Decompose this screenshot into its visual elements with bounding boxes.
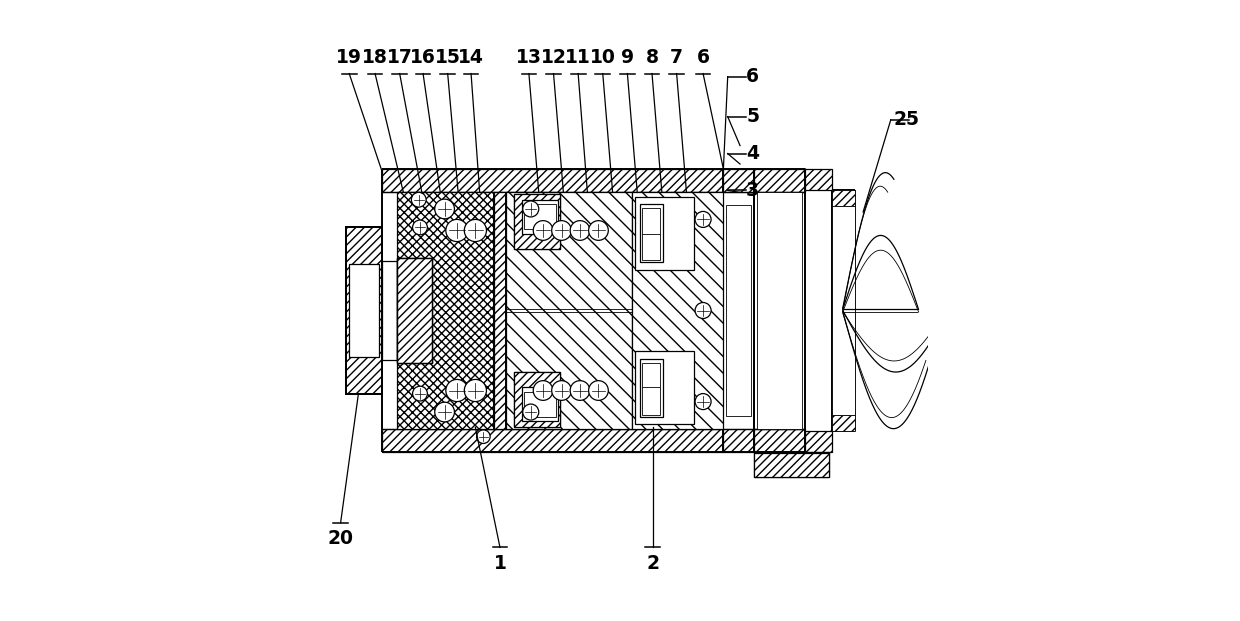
Bar xyxy=(515,372,560,427)
Bar xyxy=(346,227,382,394)
Circle shape xyxy=(523,404,538,420)
Circle shape xyxy=(570,220,590,240)
Circle shape xyxy=(464,379,486,402)
Text: 12: 12 xyxy=(541,48,567,68)
Bar xyxy=(641,363,660,415)
Circle shape xyxy=(552,381,572,401)
Bar xyxy=(515,194,560,249)
Bar xyxy=(758,193,801,428)
Circle shape xyxy=(696,394,711,410)
Text: 3: 3 xyxy=(746,181,759,200)
Circle shape xyxy=(464,219,486,242)
Bar xyxy=(754,453,830,477)
Circle shape xyxy=(446,219,467,242)
Text: 7: 7 xyxy=(670,48,683,68)
Bar xyxy=(832,415,856,430)
Bar xyxy=(641,207,660,260)
Circle shape xyxy=(413,386,428,401)
Bar xyxy=(635,350,694,424)
Circle shape xyxy=(533,220,553,240)
Bar xyxy=(346,227,382,394)
Bar xyxy=(723,169,754,193)
Bar xyxy=(525,392,556,417)
Bar xyxy=(515,194,560,249)
Text: 17: 17 xyxy=(387,48,413,68)
Circle shape xyxy=(589,381,609,401)
Bar xyxy=(832,206,856,415)
Circle shape xyxy=(446,379,467,402)
Bar xyxy=(382,169,723,193)
Bar xyxy=(805,169,832,191)
Bar xyxy=(640,204,663,263)
Text: 8: 8 xyxy=(646,48,658,68)
Text: 2: 2 xyxy=(646,553,660,573)
Bar xyxy=(635,197,694,271)
Circle shape xyxy=(435,199,454,219)
Text: 15: 15 xyxy=(435,48,460,68)
Text: 11: 11 xyxy=(565,48,591,68)
Bar xyxy=(754,169,805,193)
Text: 14: 14 xyxy=(458,48,484,68)
Circle shape xyxy=(696,211,711,227)
Bar xyxy=(515,372,560,427)
Bar xyxy=(632,193,723,428)
Circle shape xyxy=(570,381,590,401)
Bar xyxy=(397,258,433,363)
Circle shape xyxy=(413,220,428,235)
Bar xyxy=(832,191,856,206)
Circle shape xyxy=(696,302,711,319)
Bar xyxy=(522,388,558,421)
Text: 19: 19 xyxy=(336,48,362,68)
Circle shape xyxy=(435,402,454,422)
Bar xyxy=(350,265,378,356)
Bar xyxy=(727,205,751,416)
Text: 13: 13 xyxy=(516,48,542,68)
Circle shape xyxy=(533,381,553,401)
Text: 16: 16 xyxy=(410,48,436,68)
Bar xyxy=(805,430,832,452)
Circle shape xyxy=(523,201,538,217)
Text: 18: 18 xyxy=(362,48,388,68)
Text: 4: 4 xyxy=(746,144,759,163)
Text: 9: 9 xyxy=(621,48,634,68)
Text: 10: 10 xyxy=(590,48,616,68)
Circle shape xyxy=(412,193,427,207)
Text: 1: 1 xyxy=(494,553,506,573)
Text: 6: 6 xyxy=(697,48,709,68)
Bar xyxy=(754,428,805,452)
Bar xyxy=(397,258,433,363)
Text: 25: 25 xyxy=(893,110,919,129)
Text: 20: 20 xyxy=(327,529,353,548)
Circle shape xyxy=(476,430,490,443)
Bar xyxy=(640,358,663,417)
Bar xyxy=(525,204,556,229)
Bar xyxy=(382,261,397,360)
Bar xyxy=(382,428,723,452)
Bar xyxy=(723,428,754,452)
Bar xyxy=(754,452,830,477)
Bar xyxy=(515,194,560,249)
Bar xyxy=(397,258,433,363)
Bar xyxy=(515,372,560,427)
Bar xyxy=(494,193,506,428)
Bar xyxy=(506,193,632,428)
Text: 5: 5 xyxy=(746,107,759,126)
Bar xyxy=(522,200,558,233)
Bar xyxy=(397,193,494,428)
Circle shape xyxy=(589,220,609,240)
Circle shape xyxy=(552,220,572,240)
Text: 6: 6 xyxy=(746,67,759,86)
